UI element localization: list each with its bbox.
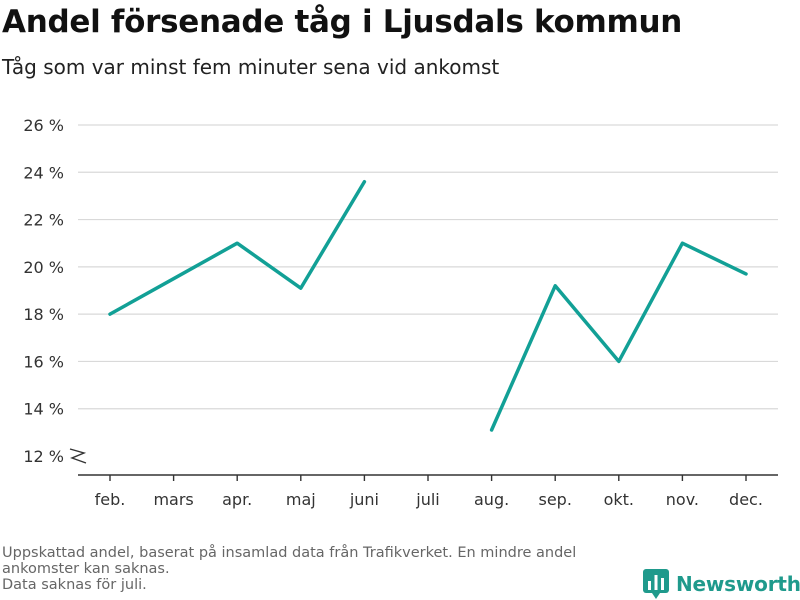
- footnote-line: Data saknas för juli.: [2, 577, 147, 593]
- x-tick-label: juni: [349, 490, 379, 509]
- y-tick-label: 14 %: [23, 400, 64, 419]
- chart-title: Andel försenade tåg i Ljusdals kommun: [2, 4, 682, 40]
- y-tick-label: 24 %: [23, 163, 64, 182]
- series-line: [489, 241, 748, 432]
- series-line: [108, 179, 367, 316]
- brand-logo: Newsworthy: [643, 569, 800, 599]
- x-tick-label: nov.: [666, 490, 699, 509]
- x-tick-label: feb.: [95, 490, 126, 509]
- y-tick-label: 16 %: [23, 352, 64, 371]
- x-tick-label: dec.: [729, 490, 763, 509]
- y-tick-label: 20 %: [23, 258, 64, 277]
- x-tick-label: mars: [153, 490, 193, 509]
- footnote-line: ankomster kan saknas.: [2, 561, 170, 577]
- y-tick-label: 12 %: [23, 447, 64, 466]
- brand-name: Newsworthy: [676, 572, 800, 596]
- footnote: Uppskattad andel, baserat på insamlad da…: [2, 545, 642, 593]
- y-tick-label: 22 %: [23, 211, 64, 230]
- x-tick-label: maj: [286, 490, 316, 509]
- x-tick-label: juli: [415, 490, 439, 509]
- newsworthy-chart-icon: [643, 569, 669, 599]
- axis-break-icon: [69, 448, 87, 464]
- line-chart: 12 % 14 % 16 % 18 % 20 % 22 % 24 % 26 % feb. mars…: [23, 116, 778, 509]
- y-tick-label: 26 %: [23, 116, 64, 135]
- x-tick-label: aug.: [474, 490, 509, 509]
- footnote-line: Uppskattad andel, baserat på insamlad da…: [2, 545, 577, 561]
- chart-subtitle: Tåg som var minst fem minuter sena vid a…: [2, 55, 500, 79]
- y-tick-label: 18 %: [23, 305, 64, 324]
- x-tick-label: sep.: [538, 490, 571, 509]
- x-tick-label: okt.: [604, 490, 634, 509]
- x-tick-label: apr.: [222, 490, 252, 509]
